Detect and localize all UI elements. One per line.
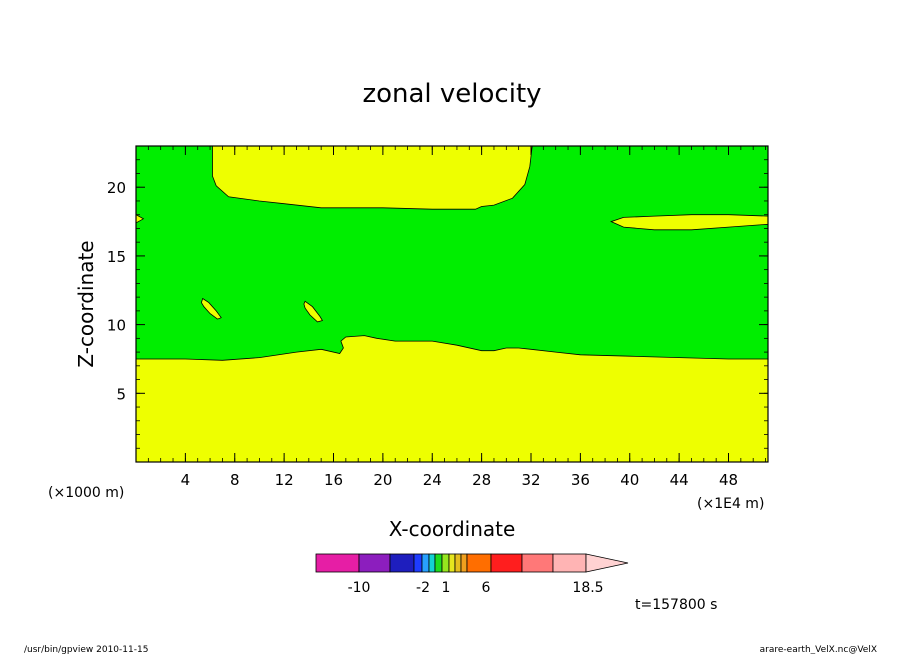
y-tick-label: 5	[116, 385, 126, 403]
colorbar-segment	[552, 553, 587, 573]
x-scale-label: (×1000 m)	[48, 485, 124, 501]
x-tick-label: 28	[472, 471, 491, 489]
x-tick-label: 36	[571, 471, 590, 489]
x-tick-label: 16	[324, 471, 343, 489]
y-tick-label: 10	[107, 317, 126, 335]
time-label: t=157800 s	[635, 597, 717, 613]
y-tick-label: 15	[107, 248, 126, 266]
x-tick-label: 12	[275, 471, 294, 489]
colorbar-segment	[358, 553, 391, 573]
x-unit-label: (×1E4 m)	[697, 496, 764, 512]
x-tick-label: 8	[230, 471, 240, 489]
colorbar-segment	[389, 553, 415, 573]
colorbar-arrow	[585, 553, 629, 573]
chart-title: zonal velocity	[362, 79, 541, 109]
colorbar-segment	[460, 553, 468, 573]
x-tick-label: 48	[719, 471, 738, 489]
x-tick-label: 44	[670, 471, 689, 489]
y-axis-title: Z-coordinate	[74, 240, 98, 367]
left-edge-yellow-blip	[136, 214, 145, 224]
x-tick-label: 20	[373, 471, 392, 489]
x-tick-label: 24	[423, 471, 442, 489]
colorbar-segment	[521, 553, 554, 573]
colorbar-segment	[428, 553, 436, 573]
colorbar-segment	[421, 553, 430, 573]
colorbar: -10 -2 1 6 18.5	[315, 553, 629, 596]
plot-area	[135, 145, 769, 463]
colorbar-label: 18.5	[572, 580, 603, 596]
x-tick-label: 4	[181, 471, 191, 489]
colorbar-label: -2	[416, 580, 430, 596]
footer-right: arare-earth_VelX.nc@VelX	[760, 645, 877, 654]
upper-yellow-layer	[212, 146, 533, 210]
colorbar-segment	[454, 553, 462, 573]
small-yellow-patch-2	[303, 300, 324, 323]
colorbar-segment	[441, 553, 450, 573]
small-yellow-patch-1	[200, 297, 222, 320]
colorbar-segment	[466, 553, 492, 573]
right-yellow-streak	[610, 214, 768, 231]
x-axis-title: X-coordinate	[389, 517, 516, 541]
lower-yellow-layer	[136, 335, 768, 462]
colorbar-segment	[413, 553, 423, 573]
plot-frame	[135, 145, 769, 463]
colorbar-label: 1	[442, 580, 451, 596]
colorbar-segment	[434, 553, 443, 573]
footer-left: /usr/bin/gpview 2010-11-15	[24, 645, 148, 654]
x-tick-label: 32	[521, 471, 540, 489]
colorbar-segment	[315, 553, 360, 573]
colorbar-segment	[448, 553, 456, 573]
y-tick-label: 20	[107, 179, 126, 197]
colorbar-label: 6	[482, 580, 491, 596]
colorbar-label: -10	[348, 580, 371, 596]
x-tick-label: 40	[620, 471, 639, 489]
colorbar-segment	[490, 553, 523, 573]
